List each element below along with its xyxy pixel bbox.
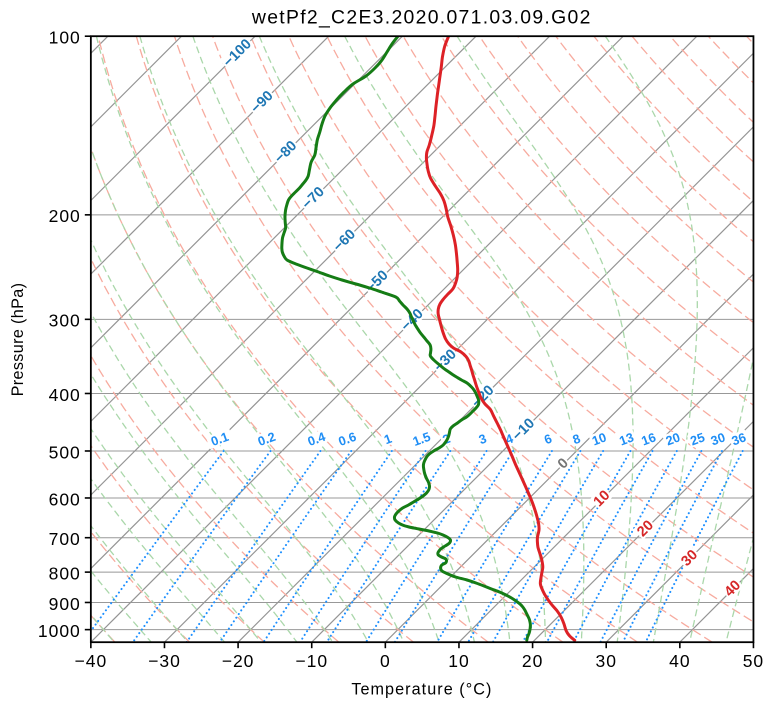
svg-text:−10: −10 — [295, 651, 328, 671]
svg-text:400: 400 — [49, 385, 81, 405]
svg-text:500: 500 — [49, 442, 81, 462]
svg-text:200: 200 — [49, 206, 81, 226]
svg-text:1000: 1000 — [38, 621, 81, 641]
svg-text:10: 10 — [448, 651, 469, 671]
svg-text:Pressure (hPa): Pressure (hPa) — [9, 283, 27, 397]
svg-text:600: 600 — [49, 489, 81, 509]
svg-text:900: 900 — [49, 594, 81, 614]
svg-text:300: 300 — [49, 311, 81, 331]
svg-text:700: 700 — [49, 529, 81, 549]
svg-text:100: 100 — [49, 28, 81, 48]
svg-text:wetPf2_C2E3.2020.071.03.09.G02: wetPf2_C2E3.2020.071.03.09.G02 — [251, 7, 592, 29]
svg-text:30: 30 — [595, 651, 616, 671]
svg-text:40: 40 — [669, 651, 690, 671]
svg-text:50: 50 — [743, 651, 764, 671]
svg-text:Temperature (°C): Temperature (°C) — [351, 680, 492, 698]
svg-text:800: 800 — [49, 563, 81, 583]
svg-text:−40: −40 — [75, 651, 108, 671]
svg-text:20: 20 — [522, 651, 543, 671]
svg-text:0: 0 — [380, 651, 391, 671]
svg-text:−30: −30 — [148, 651, 181, 671]
svg-text:−20: −20 — [222, 651, 255, 671]
